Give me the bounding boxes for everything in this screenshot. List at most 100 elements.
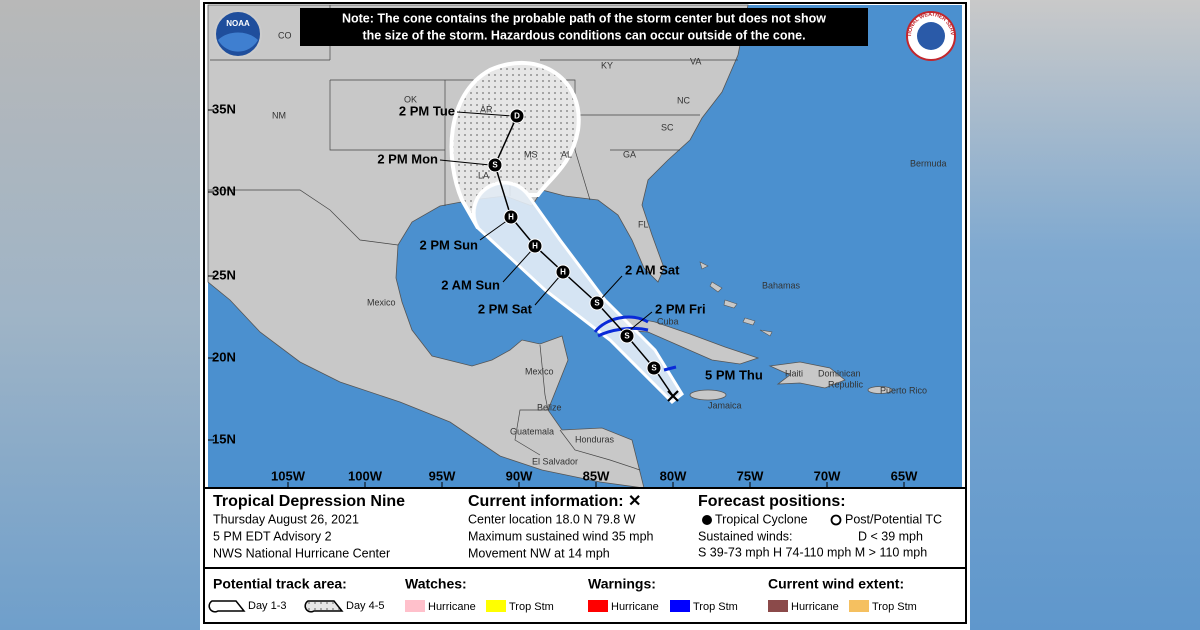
place-label: MS [524, 149, 538, 159]
forecast-time-label: 2 AM Sun [441, 277, 500, 292]
legend-swatch [670, 600, 690, 612]
forecast-time-label: 2 PM Sat [478, 301, 533, 316]
latitude-label: 35N [212, 101, 236, 116]
longitude-label: 105W [271, 468, 306, 483]
place-label: Dominican [818, 368, 861, 378]
info-panel: Tropical Depression Nine Thursday August … [208, 493, 942, 613]
place-label: SC [661, 122, 674, 132]
legend-item: Day 1-3 [248, 600, 287, 612]
day-4-5-symbol [304, 600, 344, 613]
storm-detail: NWS National Hurricane Center [213, 546, 390, 560]
label-leader [534, 275, 561, 306]
longitude-label: 65W [891, 468, 918, 483]
legend-item: Day 4-5 [346, 600, 385, 612]
forecast-point [555, 264, 571, 280]
place-label: VA [690, 56, 701, 66]
forecast-key: Post/Potential TC [845, 512, 942, 526]
forecast-time-label: 2 AM Sat [625, 262, 680, 277]
note-box [300, 8, 868, 46]
longitude-label: 75W [737, 468, 764, 483]
place-label: Puerto Rico [880, 385, 927, 395]
storm-detail: 5 PM EDT Advisory 2 [213, 529, 332, 543]
forecast-intensity: S [651, 364, 657, 373]
land-north-america [207, 4, 749, 489]
forecast-time-label: 2 PM Mon [377, 151, 438, 166]
place-label: Belize [537, 402, 562, 412]
label-leader [456, 111, 514, 117]
place-label: FL [638, 219, 649, 229]
legend-item: Trop Stm [509, 601, 554, 613]
place-label: AL [561, 149, 572, 159]
forecast-key: D < 39 mph [858, 529, 923, 543]
nws-logo-center [917, 22, 945, 50]
legend-item: Hurricane [791, 601, 839, 613]
forecast-key: Tropical Cyclone [715, 512, 808, 526]
place-label: Guatemala [510, 426, 554, 436]
label-leader [629, 311, 653, 331]
place-label: El Salvador [532, 456, 578, 466]
place-label: AR [480, 104, 493, 114]
label-leader [479, 219, 509, 241]
legend-swatch [768, 600, 788, 612]
place-label: CO [278, 30, 292, 40]
place-label: Mexico [525, 366, 554, 376]
longitude-label: 70W [814, 468, 841, 483]
forecast-key: Sustained winds: [698, 529, 793, 543]
place-label: Mexico [367, 297, 396, 307]
forecast-intensity: D [514, 112, 520, 121]
latitude-label: 15N [212, 431, 236, 446]
forecast-heading: Forecast positions: [698, 493, 846, 510]
legend-item: Trop Stm [872, 601, 917, 613]
cone-day-1-3 [472, 181, 684, 405]
forecast-intensity: S [492, 161, 498, 170]
place-label: GA [623, 149, 636, 159]
forecast-time-label: 5 PM Thu [705, 367, 763, 382]
legend-heading: Current wind extent: [768, 576, 904, 592]
day-1-3-symbol [208, 600, 246, 613]
longitude-label: 100W [348, 468, 383, 483]
label-leader [599, 275, 623, 301]
legend-swatch [588, 600, 608, 612]
place-label: LA [478, 170, 489, 180]
forecast-point [646, 360, 662, 376]
current-detail: Movement NW at 14 mph [468, 546, 610, 560]
storm-name: Tropical Depression Nine [213, 493, 405, 510]
storm-detail: Thursday August 26, 2021 [213, 512, 359, 526]
tropical-cyclone-symbol [702, 515, 712, 525]
noaa-logo-wave [218, 32, 258, 52]
legend-item: Hurricane [611, 601, 659, 613]
forecast-point [527, 238, 543, 254]
land-bahamas [699, 261, 773, 337]
background-left [0, 0, 200, 630]
legend-heading: Watches: [405, 576, 467, 592]
land-jamaica [689, 389, 727, 401]
place-label: Bermuda [910, 158, 947, 168]
label-leader [439, 159, 491, 166]
forecast-point [589, 295, 605, 311]
forecast-time-label: 2 PM Fri [655, 301, 706, 316]
forecast-point [487, 157, 503, 173]
forecast-intensity: H [508, 213, 514, 222]
place-label: Honduras [575, 434, 615, 444]
forecast-intensity: H [560, 268, 566, 277]
place-label: Bahamas [762, 280, 801, 290]
legend-item: Trop Stm [693, 601, 738, 613]
legend-swatch [486, 600, 506, 612]
map: Note: The cone contains the probable pat… [0, 0, 962, 489]
label-leader [502, 249, 533, 283]
longitude-label: 90W [506, 468, 533, 483]
latitude-label: 25N [212, 267, 236, 282]
legend-heading: Warnings: [588, 576, 656, 592]
place-label: Haiti [785, 368, 803, 378]
current-heading: Current information: ✕ [468, 493, 641, 510]
background-right [970, 0, 1200, 630]
legend-item: Hurricane [428, 601, 476, 613]
latitude-label: 20N [212, 349, 236, 364]
land-hispaniola [768, 361, 846, 389]
note-line: Note: The cone contains the probable pat… [342, 11, 826, 25]
longitude-label: 95W [429, 468, 456, 483]
forecast-key: S 39-73 mph H 74-110 mph M > 110 mph [698, 545, 927, 559]
forecast-point [619, 328, 635, 344]
forecast-point [503, 209, 519, 225]
